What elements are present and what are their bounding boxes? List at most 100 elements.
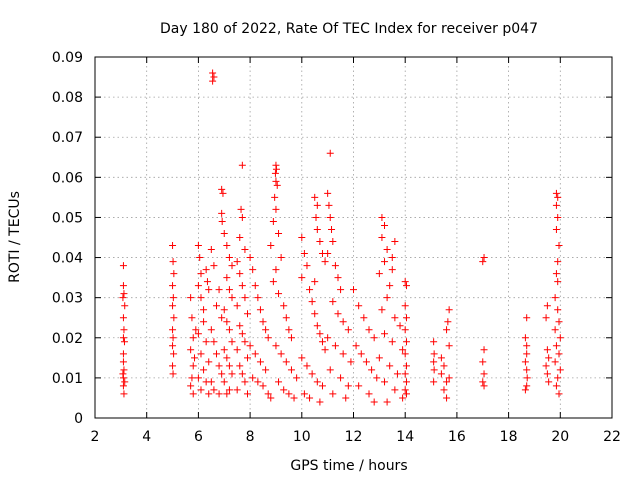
data-point: [437, 370, 445, 378]
data-point: [308, 298, 316, 306]
data-point: [311, 310, 319, 318]
data-point: [218, 370, 226, 378]
data-point: [402, 338, 410, 346]
data-point: [350, 286, 357, 294]
y-tick-label: 0.02: [52, 331, 83, 347]
data-point: [238, 282, 246, 290]
data-point: [236, 234, 244, 241]
data-point: [202, 338, 210, 346]
data-point: [225, 254, 233, 262]
data-point: [300, 250, 308, 258]
data-point: [197, 350, 205, 358]
data-point: [554, 258, 562, 266]
data-point: [210, 73, 218, 81]
data-point: [329, 298, 337, 306]
data-point: [223, 242, 231, 250]
data-point: [308, 370, 316, 378]
data-point: [218, 217, 226, 225]
data-point: [444, 318, 452, 326]
axis-ticks: [94, 56, 613, 419]
data-point: [223, 274, 231, 282]
data-point: [220, 346, 228, 354]
data-point: [370, 398, 378, 406]
data-point: [280, 302, 288, 310]
data-point: [316, 238, 324, 246]
data-point: [120, 326, 128, 334]
data-point: [329, 390, 337, 398]
x-tick-label: 4: [142, 429, 151, 445]
data-point: [119, 262, 127, 270]
data-point: [339, 318, 347, 326]
data-point: [325, 201, 333, 209]
data-point: [269, 278, 277, 286]
data-point: [542, 362, 550, 370]
data-point: [237, 205, 245, 213]
data-point: [321, 346, 329, 354]
data-point: [205, 358, 213, 366]
data-point: [552, 201, 560, 209]
data-point: [238, 161, 246, 169]
data-point: [219, 189, 227, 197]
data-point: [375, 270, 383, 278]
data-point: [188, 314, 196, 322]
data-point: [388, 266, 396, 274]
data-point: [120, 390, 128, 398]
data-point: [119, 314, 127, 322]
data-point: [238, 330, 246, 338]
data-point: [212, 350, 220, 358]
data-point: [189, 334, 197, 342]
data-point: [443, 378, 451, 386]
data-point: [326, 149, 334, 157]
data-point: [344, 382, 352, 390]
data-point: [233, 302, 241, 310]
data-point: [246, 342, 254, 350]
data-point: [220, 378, 228, 386]
data-point: [120, 290, 128, 298]
data-point: [543, 302, 551, 310]
data-point: [210, 386, 218, 394]
data-point: [207, 246, 215, 254]
data-point: [272, 342, 280, 350]
data-point: [313, 378, 321, 386]
data-point: [370, 334, 378, 342]
data-point: [521, 334, 529, 342]
data-point: [334, 310, 342, 318]
data-point: [194, 242, 202, 250]
x-tick-label: 12: [345, 429, 363, 445]
data-point: [324, 189, 332, 197]
data-point: [552, 342, 560, 350]
data-point: [228, 370, 236, 378]
data-point: [554, 278, 562, 286]
data-point: [200, 306, 208, 314]
data-point: [287, 366, 295, 374]
data-point: [282, 358, 290, 366]
data-point: [298, 274, 306, 282]
data-point: [324, 334, 332, 342]
data-point: [197, 270, 205, 278]
data-point: [381, 330, 389, 338]
data-point: [225, 286, 233, 294]
data-point: [554, 374, 562, 382]
data-point: [215, 390, 223, 398]
data-point: [401, 326, 409, 334]
data-point: [119, 334, 127, 342]
data-point: [210, 338, 218, 346]
data-point: [233, 386, 241, 394]
data-point: [543, 346, 551, 354]
data-point: [272, 161, 280, 169]
x-tick-label: 22: [603, 429, 621, 445]
data-point: [523, 366, 531, 374]
data-point: [440, 386, 448, 394]
data-point: [445, 342, 453, 350]
data-point: [313, 322, 321, 330]
data-point: [401, 386, 409, 394]
data-point: [402, 282, 410, 290]
data-point: [298, 234, 306, 241]
data-point: [480, 370, 488, 378]
data-point: [169, 302, 177, 310]
data-point: [381, 258, 389, 266]
data-point: [368, 366, 376, 374]
data-point: [430, 358, 438, 366]
data-point: [246, 254, 254, 262]
x-tick-label: 10: [293, 429, 311, 445]
